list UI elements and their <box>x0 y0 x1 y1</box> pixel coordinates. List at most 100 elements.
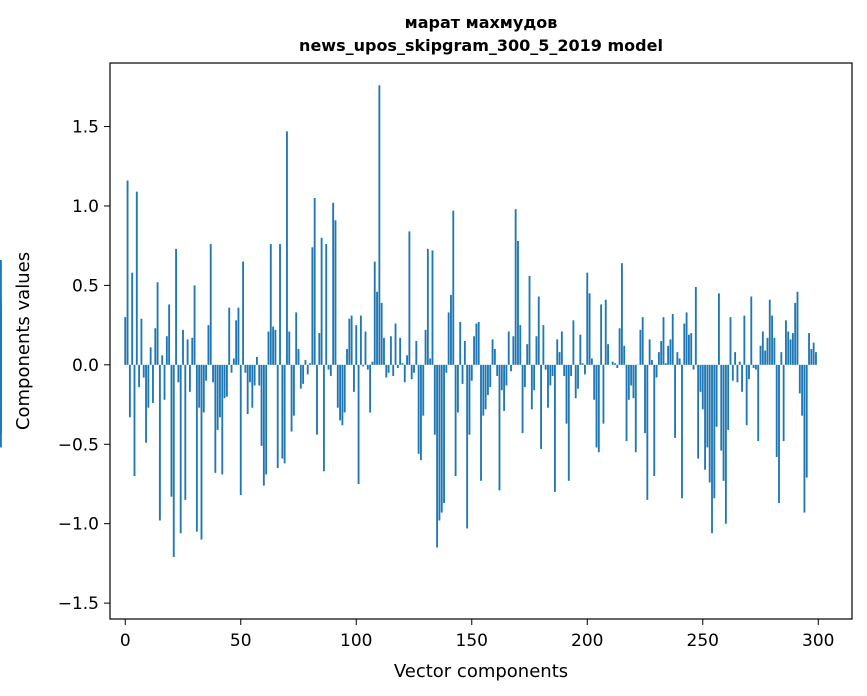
bar-148 <box>466 364 469 529</box>
bar-74 <box>295 312 298 365</box>
bar-125 <box>413 364 415 373</box>
bar-195 <box>574 364 577 399</box>
bar-287 <box>787 331 790 365</box>
bar-104 <box>364 331 367 365</box>
bar-288 <box>789 339 792 365</box>
y-axis-label: Components values <box>13 252 34 430</box>
bar-293 <box>801 364 804 416</box>
bar-200 <box>586 272 589 365</box>
bar-260 <box>724 364 727 524</box>
bar-188 <box>558 352 561 365</box>
bar-31 <box>195 364 198 532</box>
bar-212 <box>614 363 616 365</box>
bar-105 <box>366 364 369 370</box>
bar-108 <box>373 261 376 365</box>
bar-204 <box>595 364 598 448</box>
bar-29 <box>191 337 194 365</box>
bar-225 <box>644 364 646 434</box>
bar-192 <box>567 364 570 481</box>
bar-164 <box>503 364 506 411</box>
bar-194 <box>572 320 575 365</box>
bar-206 <box>600 304 603 365</box>
bar-63 <box>269 244 272 365</box>
bar-253 <box>708 364 711 483</box>
x-tick-label: 50 <box>230 631 252 651</box>
bar-183 <box>547 364 549 408</box>
bar-103 <box>362 364 365 367</box>
bar-37 <box>209 244 212 365</box>
bar-166 <box>507 331 510 365</box>
bar-143 <box>454 364 457 477</box>
bar-198 <box>581 363 584 365</box>
x-tick-label: 150 <box>456 631 488 651</box>
bar-255 <box>713 364 716 499</box>
bar-276 <box>761 331 764 365</box>
bar-130 <box>424 329 427 365</box>
bar-35 <box>205 364 208 381</box>
y-tick-label: 1.5 <box>72 118 99 138</box>
bar-12 <box>152 364 154 403</box>
bar-60 <box>262 364 265 486</box>
bar-229 <box>653 364 656 477</box>
bar-3 <box>131 272 134 365</box>
bar-205 <box>597 364 600 453</box>
bar-237 <box>671 313 674 365</box>
bar-98 <box>350 315 353 365</box>
bar-49 <box>237 307 240 365</box>
bar-90 <box>332 202 335 365</box>
bar-undefined <box>0 364 2 380</box>
bar-147 <box>463 341 466 365</box>
bar-270 <box>748 364 750 380</box>
bar-236 <box>669 339 672 365</box>
bar-96 <box>346 348 348 365</box>
bar-151 <box>473 336 475 365</box>
bar-230 <box>655 364 658 378</box>
bar-83 <box>316 364 318 435</box>
bar-289 <box>791 333 794 365</box>
bar-217 <box>625 364 628 442</box>
bar-265 <box>736 364 739 383</box>
bar-53 <box>246 364 249 415</box>
bar-161 <box>496 364 499 376</box>
bar-250 <box>701 364 704 410</box>
bar-145 <box>459 321 462 365</box>
bar-182 <box>544 364 547 370</box>
bar-84 <box>318 333 321 365</box>
bar-139 <box>445 364 448 373</box>
bar-220 <box>632 364 635 399</box>
bar-251 <box>704 364 706 470</box>
bar-277 <box>764 350 767 365</box>
bar-136 <box>438 364 441 521</box>
bar-154 <box>480 364 482 481</box>
bar-132 <box>429 358 432 365</box>
bar-89 <box>329 364 332 376</box>
bar-196 <box>577 364 579 389</box>
x-tick-label: 250 <box>687 631 719 651</box>
bar-81 <box>311 247 314 365</box>
bar-257 <box>718 293 720 365</box>
bar-186 <box>554 364 556 492</box>
bar-272 <box>752 364 755 369</box>
bar-178 <box>535 336 538 365</box>
bar-116 <box>392 364 395 376</box>
bar-268 <box>743 315 746 365</box>
bar-180 <box>540 364 542 450</box>
bar-38 <box>212 364 214 383</box>
bar-170 <box>517 240 519 365</box>
bar-14 <box>156 282 159 365</box>
bar-20 <box>170 364 173 497</box>
bar-128 <box>420 364 422 461</box>
bar-64 <box>272 326 275 365</box>
bar-100 <box>355 325 358 365</box>
bar-80 <box>309 363 311 365</box>
bar-252 <box>706 364 709 448</box>
bar-199 <box>584 364 586 375</box>
bar-211 <box>611 361 614 365</box>
bar-282 <box>775 364 778 457</box>
bar-50 <box>239 364 242 496</box>
bar-185 <box>551 364 554 376</box>
bar-9 <box>145 364 147 443</box>
bar-82 <box>313 198 316 365</box>
x-axis-label: Vector components <box>394 661 568 682</box>
bar-56 <box>253 364 256 386</box>
